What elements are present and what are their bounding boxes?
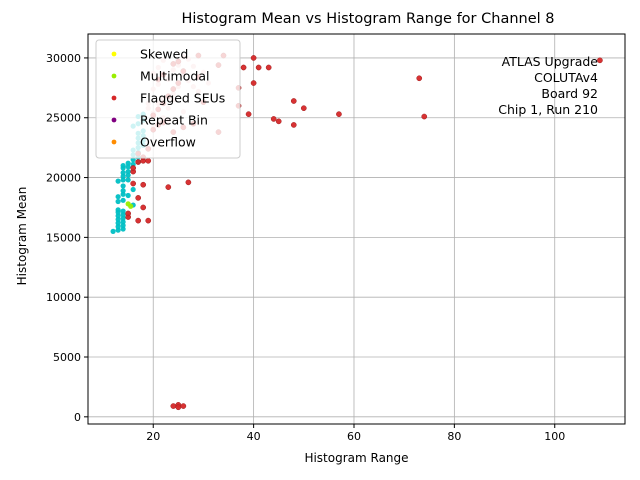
data-point xyxy=(115,216,121,223)
data-point xyxy=(170,403,177,409)
data-point xyxy=(115,198,121,205)
data-point xyxy=(115,213,121,219)
axes-frame xyxy=(87,33,626,425)
chart-title: Histogram Mean vs Histogram Range for Ch… xyxy=(182,11,555,27)
data-point xyxy=(120,188,126,194)
data-point xyxy=(120,191,126,197)
legend-marker xyxy=(111,139,117,145)
legend-marker xyxy=(111,117,117,123)
legend-label: Skewed xyxy=(140,47,188,62)
data-point xyxy=(270,116,277,122)
y-tick-label: 0 xyxy=(74,411,81,424)
data-point xyxy=(290,122,297,128)
data-point xyxy=(240,64,247,71)
data-point xyxy=(275,118,282,125)
annotation-line: Chip 1, Run 210 xyxy=(498,102,598,117)
data-point xyxy=(125,172,131,178)
data-point xyxy=(120,162,126,169)
data-point xyxy=(125,160,131,166)
data-point xyxy=(120,219,126,225)
data-point xyxy=(135,195,142,201)
x-tick-label: 60 xyxy=(347,430,361,443)
data-point xyxy=(185,179,192,186)
data-point xyxy=(115,227,121,233)
data-point xyxy=(265,64,272,71)
data-point xyxy=(145,217,152,224)
y-tick-label: 5000 xyxy=(53,351,81,364)
data-point xyxy=(175,404,182,411)
data-point xyxy=(120,226,126,232)
legend-marker xyxy=(111,95,117,101)
legend-marker xyxy=(111,51,117,57)
y-tick-label: 15000 xyxy=(46,231,81,244)
data-point xyxy=(140,181,147,188)
annotation-line: Board 92 xyxy=(541,86,598,101)
data-point xyxy=(140,204,147,211)
data-point xyxy=(120,170,126,176)
y-tick-label: 30000 xyxy=(46,52,81,65)
y-tick-label: 10000 xyxy=(46,291,81,304)
data-point xyxy=(120,222,126,229)
data-point xyxy=(416,75,423,82)
data-point xyxy=(115,220,121,226)
data-point xyxy=(120,173,126,179)
legend-marker xyxy=(111,73,117,79)
data-point xyxy=(180,403,187,409)
data-point xyxy=(135,217,142,224)
data-point xyxy=(130,186,136,193)
y-axis-label: Histogram Mean xyxy=(15,187,29,286)
data-point xyxy=(125,168,131,175)
data-point xyxy=(245,111,252,118)
data-point xyxy=(250,55,257,61)
data-point xyxy=(135,159,142,165)
data-point xyxy=(115,224,121,230)
data-point xyxy=(125,177,131,183)
data-point xyxy=(120,197,126,203)
data-point xyxy=(115,207,121,213)
data-point xyxy=(120,208,126,214)
data-point xyxy=(115,194,121,200)
annotation-line: ATLAS Upgrade xyxy=(502,54,599,69)
data-point xyxy=(120,177,126,183)
data-point xyxy=(145,157,152,164)
series-points xyxy=(125,201,134,209)
data-point xyxy=(290,98,297,104)
data-point xyxy=(336,111,342,118)
data-point xyxy=(125,164,131,170)
legend-label: Flagged SEUs xyxy=(140,91,225,106)
data-point xyxy=(250,80,257,86)
data-point xyxy=(128,203,134,209)
data-point xyxy=(120,183,126,189)
x-tick-label: 40 xyxy=(247,430,261,443)
data-point xyxy=(300,105,307,112)
legend-label: Overflow xyxy=(140,135,196,150)
data-point xyxy=(130,165,137,171)
data-point xyxy=(130,180,137,187)
legend: Skewed Multimodal Flagged SEUs Repeat Bin Ov… xyxy=(95,39,241,159)
y-tick-label: 25000 xyxy=(46,112,81,125)
x-axis-label: Histogram Range xyxy=(304,451,408,465)
x-tick-label: 100 xyxy=(544,430,565,443)
legend-box xyxy=(95,39,241,159)
y-tick-label: 20000 xyxy=(46,172,81,185)
data-point xyxy=(110,228,116,234)
data-point xyxy=(120,212,126,218)
data-point xyxy=(120,215,126,221)
data-point xyxy=(125,192,131,199)
data-point xyxy=(165,184,172,190)
data-point xyxy=(125,210,131,217)
legend-label: Multimodal xyxy=(140,69,209,84)
data-point xyxy=(597,57,603,64)
data-point xyxy=(115,178,121,184)
x-tick-label: 80 xyxy=(447,430,461,443)
data-point xyxy=(255,64,262,71)
data-point xyxy=(421,113,428,120)
x-tick-label: 20 xyxy=(146,430,160,443)
legend-label: Repeat Bin xyxy=(140,113,208,128)
annotation-line: COLUTAv4 xyxy=(534,70,598,85)
